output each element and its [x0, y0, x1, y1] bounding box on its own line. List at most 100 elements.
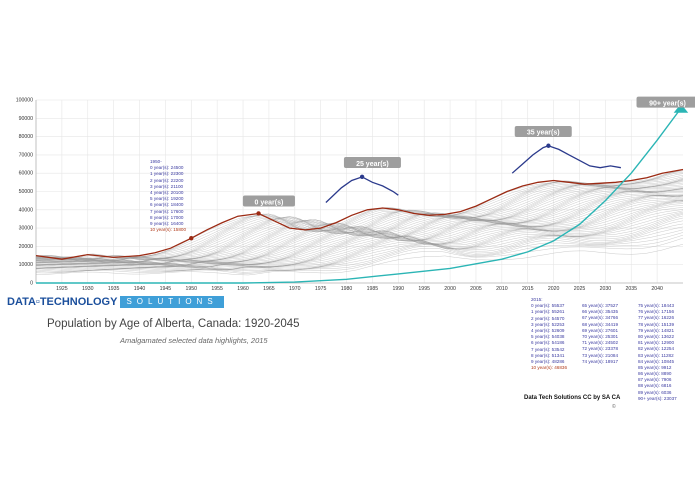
x-tick-label: 2025 [574, 286, 586, 292]
legend-entry: 10 year(s): 15800 [150, 227, 187, 233]
y-tick-label: 80000 [19, 134, 34, 140]
x-tick-label: 1950 [186, 286, 198, 292]
annotation-bubble [343, 157, 401, 169]
legend-entry: 0 year(s): 24500 [150, 165, 184, 171]
cohort-line [35, 232, 684, 272]
x-tick-label: 2020 [548, 286, 560, 292]
company-logo: DATA▫TECHNOLOGY SOLUTIONS [7, 296, 224, 308]
cohort-line [35, 196, 684, 266]
data-point [546, 143, 551, 148]
legend-entry: 4 year(s): 20100 [150, 189, 184, 195]
legend-header: 2015: [531, 297, 543, 302]
y-tick-label: 10000 [19, 262, 34, 268]
legend-entry: 83 year(s): 11282 [638, 352, 674, 358]
legend-entry: 69 year(s): 27601 [582, 327, 619, 333]
y-tick-label: 30000 [19, 226, 34, 232]
legend-entry: 9 year(s): 16400 [150, 220, 184, 226]
legend-entry: 7 year(s): 53542 [531, 346, 565, 352]
x-tick-label: 1970 [289, 286, 301, 292]
data-point [189, 235, 194, 241]
y-tick-label: 100000 [16, 98, 33, 104]
legend-entry: 4 year(s): 52609 [531, 327, 565, 333]
cohort-line [36, 179, 684, 261]
legend-entry: 71 year(s): 24502 [582, 340, 619, 346]
cohort-line [35, 186, 684, 262]
legend-entry: 90+ year(s): 23037 [638, 395, 677, 401]
x-tick-label: 1930 [82, 286, 94, 292]
x-tick-label: 1985 [367, 286, 379, 292]
license-mark: © [612, 404, 616, 410]
legend-entry: 8 year(s): 17000 [150, 214, 184, 220]
cohort-line [35, 180, 684, 261]
legend-entry: 73 year(s): 21084 [582, 352, 619, 358]
data-point [359, 174, 365, 180]
legend-entry: 3 year(s): 52253 [531, 321, 565, 327]
cohort-line [35, 211, 684, 268]
legend-entry: 72 year(s): 23378 [582, 346, 619, 352]
legend-entry: 8 year(s): 51341 [531, 352, 565, 358]
logo-text-secondary: SOLUTIONS [120, 296, 224, 308]
series-line [36, 105, 684, 284]
series-line [511, 145, 622, 174]
legend-entry: 79 year(s): 14821 [638, 327, 675, 333]
cohort-line [36, 197, 684, 267]
legend-entry: 9 year(s): 48286 [531, 358, 565, 364]
legend-entry: 2 year(s): 54570 [531, 315, 565, 321]
legend-entry: 6 year(s): 18400 [150, 202, 184, 208]
cohort-line [35, 226, 684, 271]
y-tick-label: 40000 [19, 207, 34, 213]
legend-entry: 70 year(s): 25301 [582, 333, 619, 339]
legend-entry: 66 year(s): 35435 [582, 309, 619, 315]
cohort-line [35, 200, 684, 266]
x-tick-label: 1940 [134, 286, 146, 292]
x-tick-label: 1935 [108, 286, 120, 292]
y-tick-label: 20000 [19, 244, 34, 250]
cohort-line [36, 188, 684, 264]
cohort-line [36, 244, 684, 276]
legend-entry: 85 year(s): 9912 [638, 364, 672, 370]
x-tick-label: 1990 [393, 286, 405, 292]
legend-entry: 65 year(s): 37527 [582, 303, 619, 308]
x-tick-label: 2030 [600, 286, 612, 292]
x-tick-label: 2040 [651, 286, 663, 292]
arrow-marker [673, 103, 689, 113]
cohort-line [35, 207, 684, 269]
legend-entry: 82 year(s): 12254 [638, 346, 675, 352]
annotation-label: 25 year(s) [356, 161, 389, 168]
logo-text-primary: DATA▫TECHNOLOGY [7, 296, 118, 308]
data-point [256, 211, 261, 216]
y-tick-label: 50000 [19, 189, 34, 195]
legend-entry: 88 year(s): 6816 [638, 383, 672, 389]
cohort-line [35, 229, 684, 271]
x-tick-label: 2015 [522, 286, 534, 292]
legend-entry: 74 year(s): 18917 [582, 358, 619, 364]
series-line [325, 176, 399, 203]
legend-header: 1950- [150, 159, 162, 164]
legend-2015-col3: 75 year(s): 18443 76 year(s): 17156 77 yea… [638, 303, 677, 402]
cohort-line [35, 223, 684, 270]
cohort-line [35, 209, 684, 268]
cohort-line [35, 237, 684, 274]
legend-2015-col2: 65 year(s): 37527 66 year(s): 35435 67 yea… [582, 303, 618, 365]
x-tick-label: 1960 [237, 286, 249, 292]
y-tick-label: 0 [30, 281, 33, 287]
legend-entry: 6 year(s): 54186 [531, 340, 565, 346]
legend-entry: 7 year(s): 17600 [150, 208, 184, 214]
chart-area: 0 10000 20000 30000 40000 50000 60000 70000 8000… [16, 96, 695, 292]
cohort-line [35, 234, 684, 273]
x-tick-label: 1980 [341, 286, 353, 292]
legend-entry: 10 year(s): 46836 [531, 365, 568, 371]
legend-entry: 1 year(s): 55261 [531, 309, 565, 315]
legend-entry: 3 year(s): 21100 [150, 183, 184, 189]
legend-entry: 75 year(s): 18443 [638, 303, 675, 308]
series-line [35, 168, 684, 260]
annotation-label: 90+ year(s) [649, 100, 686, 107]
cohort-line [35, 192, 684, 265]
legend-entry: 67 year(s): 34766 [582, 315, 619, 321]
x-tick-label: 2010 [496, 286, 508, 292]
y-tick-label: 60000 [19, 171, 34, 177]
x-tick-label: 2035 [625, 286, 637, 292]
annotation-bubble [242, 195, 295, 207]
credit-text: Data Tech Solutions CC by SA CA [524, 395, 621, 401]
x-tick-label: 1965 [263, 286, 275, 292]
